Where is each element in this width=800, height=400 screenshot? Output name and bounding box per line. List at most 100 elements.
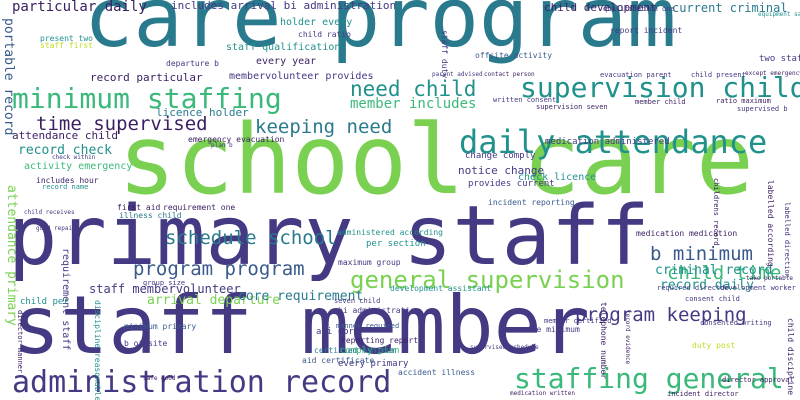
word: parent advised — [432, 71, 483, 78]
word: development assistant — [390, 284, 492, 293]
word: minimum staffing — [12, 82, 282, 115]
word: incident director — [667, 390, 739, 398]
word: manner required — [336, 322, 400, 330]
word: group size — [143, 279, 186, 287]
word: general supervision — [350, 266, 625, 294]
word: child discipline — [786, 318, 795, 396]
word: good repair — [36, 225, 76, 232]
word: offsite activity — [475, 51, 553, 60]
word: aid certificate — [302, 356, 375, 365]
word: two staff — [759, 54, 800, 64]
word: departure b — [166, 59, 219, 68]
word: activity emergency — [24, 161, 133, 172]
word: schedule school — [165, 227, 337, 249]
word: child receives — [24, 209, 75, 216]
word: requirement one — [163, 203, 236, 212]
word: licence holder — [156, 106, 249, 119]
word: ratio maximum — [716, 97, 771, 105]
word: plan b — [211, 142, 233, 149]
word: check licence — [518, 172, 597, 183]
word: size minimum — [522, 325, 580, 334]
word: child ratio — [298, 30, 351, 39]
word: requirement staff — [60, 248, 71, 351]
word: staff first — [40, 41, 93, 50]
word: qualification one — [603, 5, 675, 13]
word: notice change — [458, 164, 545, 177]
word: daily attendance — [459, 123, 768, 161]
word: administration record — [12, 365, 392, 400]
word: primary staff — [8, 189, 650, 284]
word: bi administration — [338, 306, 420, 315]
word: criminal record — [655, 263, 773, 278]
word: current criminal — [672, 1, 788, 15]
word: supervised b — [737, 105, 788, 113]
word: staff membervolunteer — [89, 282, 241, 296]
word: evacuation parent — [600, 71, 672, 79]
word: care program — [84, 0, 677, 66]
word: provides current — [468, 179, 555, 189]
word: supervision seven — [536, 103, 608, 111]
word: director approval — [722, 376, 794, 384]
word: duty post — [692, 341, 736, 350]
word: childrens record — [712, 178, 720, 246]
word: arrival departure — [147, 293, 281, 308]
word: minimum primary — [124, 322, 197, 331]
word: staff qualification — [226, 42, 341, 53]
word: child development — [544, 1, 657, 14]
word: school care — [118, 104, 754, 216]
word: emergency evacuation — [188, 135, 285, 144]
word: record check — [18, 143, 112, 158]
word: present two — [40, 34, 93, 43]
word: member certified — [544, 317, 612, 325]
word: every year — [256, 56, 317, 67]
word: safe good — [143, 375, 176, 382]
word: keeping need — [255, 116, 393, 138]
word: administered according — [337, 228, 443, 237]
word: every primary — [338, 359, 409, 369]
word: supervised schedule — [470, 344, 539, 351]
word: per section — [366, 239, 426, 249]
word: attendance child — [12, 129, 118, 142]
word: reporting report — [341, 336, 419, 345]
word: member child — [635, 98, 686, 106]
word: medication medication — [636, 229, 738, 238]
word: record name — [42, 183, 89, 191]
word: labelled according — [766, 180, 775, 267]
word: report incident — [610, 26, 683, 35]
word: child per — [20, 297, 69, 307]
word: development worker — [720, 284, 796, 292]
word: program keeping — [575, 304, 747, 326]
word: except emergency — [745, 70, 800, 77]
word: consented writing — [700, 319, 772, 327]
word: first aid — [117, 203, 161, 212]
word: child present — [691, 71, 746, 79]
word: comply plan — [340, 346, 400, 356]
word: medication administered — [545, 137, 670, 147]
word: check within — [52, 154, 96, 161]
word: time supervised — [36, 113, 208, 135]
word: includes hour — [36, 176, 99, 185]
word: consent child — [685, 295, 740, 303]
word: attendance primary — [4, 185, 19, 326]
word: member includes — [350, 96, 477, 112]
word: discipline reasonable — [93, 300, 102, 400]
word: particular daily — [12, 0, 147, 15]
word: child time — [667, 262, 782, 284]
word: certified minimum — [314, 346, 396, 355]
word: record evidence — [624, 310, 631, 365]
word: holder every — [280, 17, 353, 28]
word: contact person — [484, 71, 535, 78]
word: take portable — [746, 275, 793, 282]
word: staffing general — [514, 362, 784, 395]
word: membervolunteer provides — [229, 71, 374, 82]
word: director manner — [16, 310, 24, 374]
word: telephone number — [599, 302, 608, 380]
word: maximum group — [338, 258, 401, 267]
word: b offsite — [124, 339, 168, 348]
word: illness child — [119, 211, 182, 220]
word: aii core — [316, 327, 360, 337]
word: labelled direction — [783, 202, 791, 278]
word: portable record — [1, 18, 16, 136]
word: program program — [133, 258, 305, 280]
